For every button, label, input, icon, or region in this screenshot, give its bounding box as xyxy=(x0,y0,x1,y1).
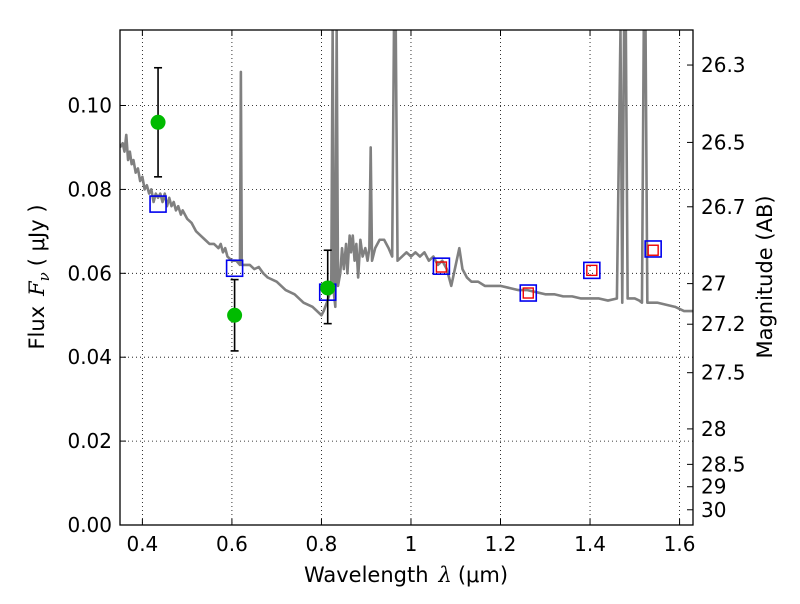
y-tick-label: 0.02 xyxy=(67,429,112,453)
y-tick-label: 0.08 xyxy=(67,177,112,201)
y-axis-title: Flux Fν ( μJy ) xyxy=(25,204,53,349)
x-axis-title-prefix: Wavelength xyxy=(304,563,429,587)
mag-tick-label: 27.2 xyxy=(701,312,746,336)
model-photometry-square xyxy=(519,284,538,302)
x-axis-title: Wavelength λ (μm) xyxy=(304,563,508,587)
model-photometry-alt-square xyxy=(586,264,598,277)
model-photometry-square xyxy=(644,240,662,258)
x-tick-label: 1 xyxy=(405,532,418,556)
mag-tick-label: 26.7 xyxy=(701,195,746,219)
x-axis-title-unit: (μm) xyxy=(458,563,508,587)
y-tick-label: 0.06 xyxy=(67,261,112,285)
observed-point xyxy=(320,280,336,296)
mag-tick-label: 28.5 xyxy=(701,452,746,476)
y-axis-title-unit: ( μJy ) xyxy=(25,204,49,266)
y-axis-title-symbol: F xyxy=(25,280,49,297)
mag-tick-label: 28 xyxy=(701,417,726,441)
x-axis-title-symbol: λ xyxy=(438,563,452,587)
plot-background xyxy=(120,30,693,525)
x-tick-label: 0.8 xyxy=(306,532,338,556)
observed-point xyxy=(150,114,166,130)
grid-lines xyxy=(120,30,693,526)
y-tick-label: 0.00 xyxy=(67,513,112,537)
spectrum-layer xyxy=(120,30,693,317)
points-layer xyxy=(149,66,662,352)
x-tick-label: 0.4 xyxy=(126,532,158,556)
model-spectrum-line xyxy=(120,30,693,317)
y-tick-label: 0.04 xyxy=(67,345,112,369)
x-tick-label: 1.6 xyxy=(664,532,696,556)
mag-tick-label: 29 xyxy=(701,475,726,499)
mag-tick-label: 30 xyxy=(701,498,726,522)
x-tick-label: 0.6 xyxy=(216,532,248,556)
mag-tick-label: 26.5 xyxy=(701,130,746,154)
model-photometry-alt-square xyxy=(522,287,534,299)
y-tick-label: 0.10 xyxy=(67,94,112,118)
plot-frame xyxy=(119,29,694,526)
model-photometry-square xyxy=(583,261,601,280)
model-photometry-square xyxy=(225,259,244,278)
model-photometry-alt-square xyxy=(435,261,448,273)
axis-ticks xyxy=(120,30,693,526)
model-photometry-square xyxy=(149,195,167,213)
x-tick-label: 1.4 xyxy=(574,532,606,556)
mag-tick-label: 27.5 xyxy=(701,361,746,385)
y-axis-title-prefix: Flux xyxy=(25,306,49,350)
axis-labels: 0.4 0.6 0.8 1 1.2 1.4 1.6 0.00 0.02 0.04 0.06 0.08 0… xyxy=(67,53,745,556)
y2-axis-title: Magnitude (AB) xyxy=(753,195,777,358)
mag-tick-label: 26.3 xyxy=(701,53,746,77)
x-tick-label: 1.2 xyxy=(485,532,517,556)
model-photometry-alt-square xyxy=(647,244,659,256)
mag-tick-label: 27 xyxy=(701,272,726,296)
model-photometry-square xyxy=(432,257,451,275)
y-axis-title-subscript: ν xyxy=(35,272,53,281)
observed-point xyxy=(227,307,243,323)
